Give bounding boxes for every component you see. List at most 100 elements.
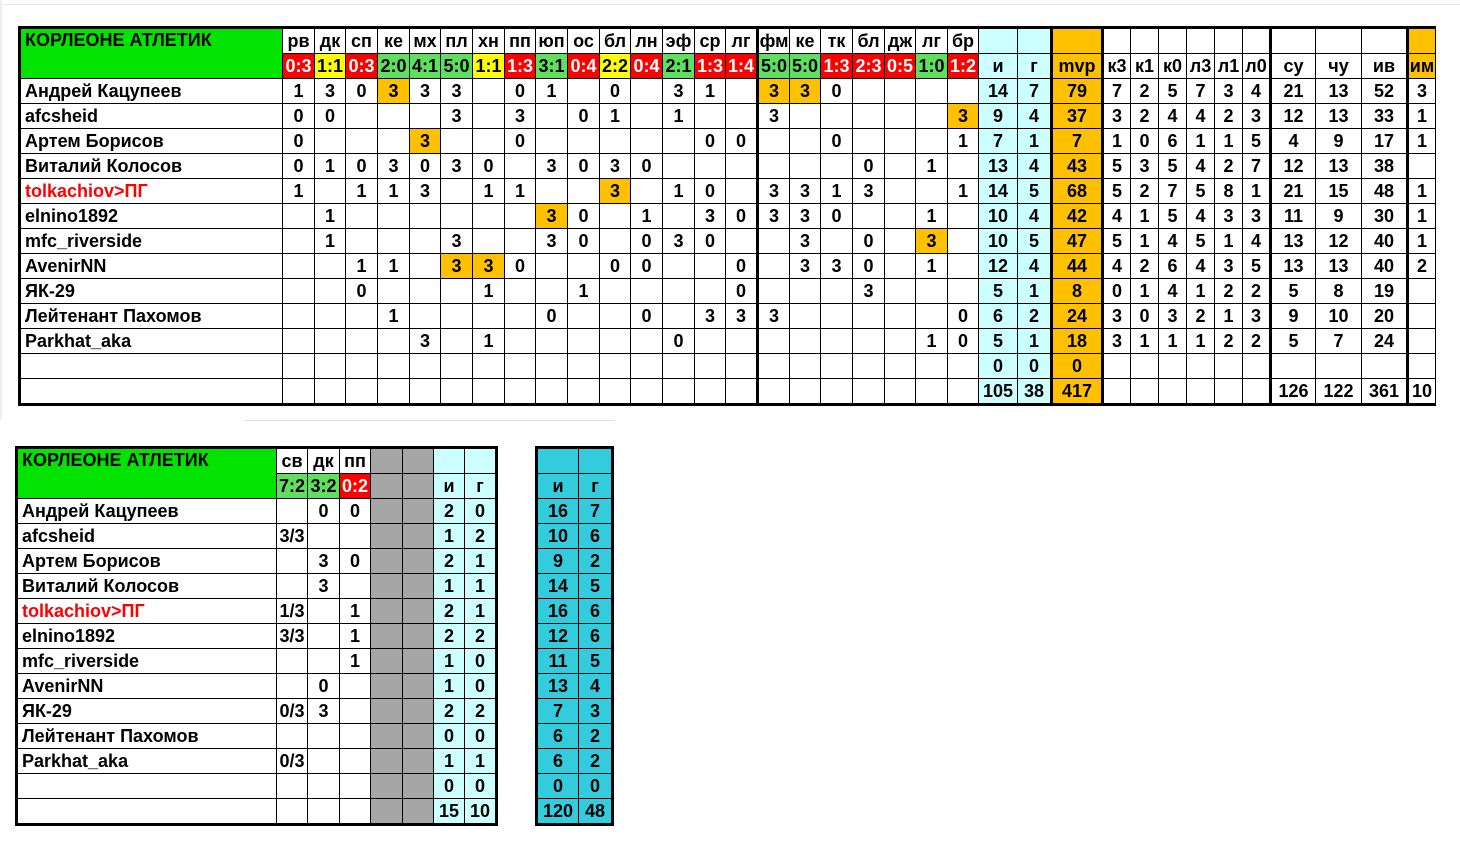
total-stat — [1158, 378, 1187, 406]
opponent-header: ке — [789, 27, 821, 54]
match-points — [472, 78, 505, 104]
match-score: 0:4 — [630, 53, 663, 79]
match-points — [947, 78, 979, 104]
player-stat: 3 — [1242, 203, 1272, 229]
match-points — [630, 128, 663, 154]
player-stat: 6 — [578, 523, 614, 549]
total-stat: 417 — [1051, 378, 1104, 406]
match-points — [789, 153, 821, 179]
match-points — [339, 723, 371, 749]
player-stat: 3 — [1130, 153, 1159, 179]
match-points: 3 — [725, 303, 759, 329]
match-points — [535, 278, 568, 304]
total-stat — [1186, 378, 1215, 406]
match-points — [314, 353, 346, 379]
player-stat — [1315, 353, 1362, 379]
match-points: 3 — [852, 278, 885, 304]
match-points — [662, 153, 695, 179]
player-stat: 5 — [1017, 178, 1053, 204]
player-name: Андрей Кацупеев — [16, 498, 277, 524]
match-score: 2:0 — [377, 53, 410, 79]
match-points — [757, 253, 790, 279]
player-stat: 6 — [536, 748, 579, 774]
player-stat: 1 — [1214, 228, 1243, 254]
player-name: Parkhat_aka — [16, 748, 277, 774]
stat-header-blank — [1102, 27, 1131, 54]
match-points — [339, 798, 371, 826]
match-points: 1 — [339, 648, 371, 674]
player-stat: 13 — [1315, 153, 1362, 179]
match-points: 0 — [307, 673, 340, 699]
match-points: 3 — [757, 303, 790, 329]
match-points: 3 — [694, 203, 726, 229]
player-stat: 1 — [1407, 203, 1436, 229]
match-score: 5:0 — [789, 53, 821, 79]
match-points: 3 — [757, 103, 790, 129]
match-points — [789, 353, 821, 379]
match-points — [377, 353, 410, 379]
match-points — [630, 353, 663, 379]
player-stat: 1 — [1186, 128, 1215, 154]
player-stat: 2 — [1242, 278, 1272, 304]
stat-header-blank — [578, 447, 614, 474]
player-stat: 2 — [433, 698, 465, 724]
stat-header: л1 — [1214, 53, 1243, 79]
match-points — [757, 153, 790, 179]
player-stat: 1 — [433, 573, 465, 599]
player-stat: 2 — [578, 548, 614, 574]
match-points: 3 — [852, 178, 885, 204]
match-points — [694, 328, 726, 354]
gray-separator — [370, 548, 403, 574]
player-stat: 11 — [1270, 203, 1316, 229]
player-stat: 17 — [1361, 128, 1409, 154]
match-points: 1 — [504, 178, 536, 204]
match-points: 0 — [339, 548, 371, 574]
opponent-header: пп — [504, 27, 536, 54]
match-points — [535, 128, 568, 154]
match-points — [535, 253, 568, 279]
match-points — [345, 103, 378, 129]
player-stat: 0 — [464, 648, 498, 674]
league-stats-table: КОРЛЕОНЕ АТЛЕТИК рв дк сп ке мх пл хн пп юп ос бл лн… — [18, 26, 1436, 406]
match-points: 0 — [852, 228, 885, 254]
opponent-header: ср — [694, 27, 726, 54]
top-edge — [0, 0, 1460, 5]
match-points — [757, 353, 790, 379]
match-score: 2:1 — [662, 53, 695, 79]
player-name: afcsheid — [16, 523, 277, 549]
match-points: 3 — [757, 203, 790, 229]
player-stat: 3 — [1158, 303, 1187, 329]
player-stat: 6 — [536, 723, 579, 749]
match-points — [314, 278, 346, 304]
match-points — [440, 203, 473, 229]
match-points — [852, 328, 885, 354]
player-stat: 2 — [1214, 278, 1243, 304]
match-points — [820, 378, 853, 406]
player-stat: 4 — [1270, 128, 1316, 154]
match-points: 0 — [409, 153, 441, 179]
match-points — [307, 623, 340, 649]
match-points — [567, 178, 600, 204]
match-points — [884, 128, 916, 154]
stat-header-blank — [433, 447, 465, 474]
match-points: 1 — [345, 253, 378, 279]
player-stat: 5 — [978, 328, 1018, 354]
gray-separator — [370, 573, 403, 599]
match-points — [599, 353, 631, 379]
player-stat: 6 — [1158, 128, 1187, 154]
player-stat: 7 — [1102, 78, 1131, 104]
player-stat: 1 — [1158, 328, 1187, 354]
match-points — [377, 378, 410, 406]
gray-separator — [370, 773, 403, 799]
match-points: 1 — [915, 203, 948, 229]
player-stat: 2 — [464, 698, 498, 724]
match-points — [282, 228, 315, 254]
total-stat — [1130, 378, 1159, 406]
player-stat: 47 — [1051, 228, 1104, 254]
player-stat: 7 — [1051, 128, 1104, 154]
gray-separator — [370, 673, 403, 699]
match-points — [820, 303, 853, 329]
match-points: 0 — [725, 278, 759, 304]
match-points — [282, 328, 315, 354]
match-points — [314, 303, 346, 329]
